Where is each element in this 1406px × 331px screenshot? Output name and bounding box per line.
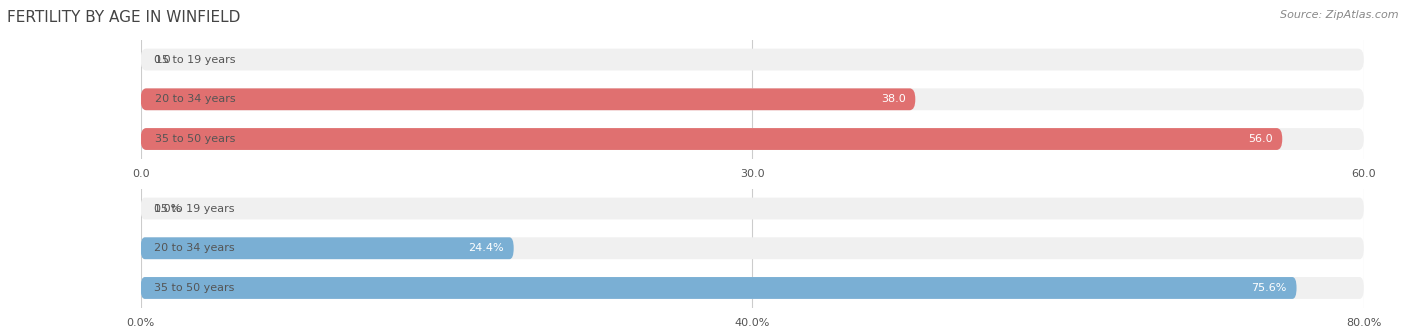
FancyBboxPatch shape: [141, 277, 1364, 299]
Text: 20 to 34 years: 20 to 34 years: [153, 243, 235, 253]
FancyBboxPatch shape: [141, 237, 1364, 259]
Text: 75.6%: 75.6%: [1251, 283, 1286, 293]
FancyBboxPatch shape: [141, 128, 1282, 150]
FancyBboxPatch shape: [141, 49, 1364, 71]
Text: 35 to 50 years: 35 to 50 years: [153, 283, 235, 293]
Text: 15 to 19 years: 15 to 19 years: [155, 55, 236, 65]
FancyBboxPatch shape: [141, 277, 1296, 299]
Text: 20 to 34 years: 20 to 34 years: [155, 94, 236, 104]
Text: Source: ZipAtlas.com: Source: ZipAtlas.com: [1281, 10, 1399, 20]
Text: 15 to 19 years: 15 to 19 years: [153, 204, 235, 213]
Text: 35 to 50 years: 35 to 50 years: [155, 134, 236, 144]
Text: 0.0%: 0.0%: [153, 204, 181, 213]
FancyBboxPatch shape: [141, 88, 1364, 110]
FancyBboxPatch shape: [141, 198, 1364, 219]
FancyBboxPatch shape: [141, 88, 915, 110]
Text: 24.4%: 24.4%: [468, 243, 503, 253]
Text: 38.0: 38.0: [880, 94, 905, 104]
Text: FERTILITY BY AGE IN WINFIELD: FERTILITY BY AGE IN WINFIELD: [7, 10, 240, 25]
FancyBboxPatch shape: [141, 237, 513, 259]
Text: 0.0: 0.0: [153, 55, 170, 65]
Text: 56.0: 56.0: [1249, 134, 1272, 144]
FancyBboxPatch shape: [141, 128, 1364, 150]
